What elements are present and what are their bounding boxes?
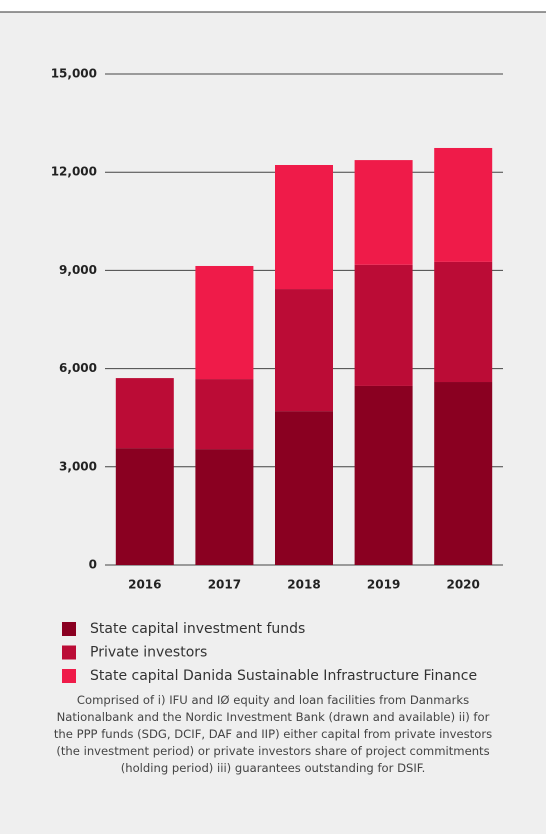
y-tick-label: 12,000 [51, 165, 97, 179]
legend-swatch [62, 622, 76, 636]
bar-segment [195, 449, 254, 565]
y-tick-label: 6,000 [59, 361, 97, 375]
x-tick-label: 2017 [208, 578, 241, 592]
legend-label: Private investors [90, 645, 207, 661]
y-tick-label: 3,000 [59, 459, 97, 473]
footnote: Comprised of i) IFU and IØ equity and lo… [53, 693, 493, 775]
y-tick-label: 15,000 [51, 67, 97, 81]
legend-swatch [62, 645, 76, 660]
legend-label: State capital Danida Sustainable Infrast… [90, 668, 477, 684]
bar-segment [354, 385, 413, 565]
bar-segment [434, 382, 493, 565]
legend-swatch [62, 669, 76, 683]
x-tick-label: 2016 [128, 578, 161, 592]
bar-segment [195, 379, 254, 450]
bar-segment [275, 164, 333, 290]
legend-label: State capital investment funds [90, 621, 305, 637]
bar-segment [115, 448, 174, 565]
x-tick-label: 2019 [367, 578, 400, 592]
bar-segment [434, 261, 493, 383]
x-tick-label: 2020 [446, 578, 479, 592]
bar-segment [354, 160, 413, 265]
bar-segment [354, 264, 413, 386]
bar-segment [115, 378, 174, 449]
bar-segment [275, 411, 333, 565]
y-tick-label: 9,000 [59, 263, 97, 277]
x-tick-label: 2018 [287, 578, 320, 592]
bar-segment [434, 147, 493, 262]
y-tick-label: 0 [89, 558, 97, 572]
bar-segment [195, 265, 254, 380]
bar-segment [275, 289, 333, 412]
